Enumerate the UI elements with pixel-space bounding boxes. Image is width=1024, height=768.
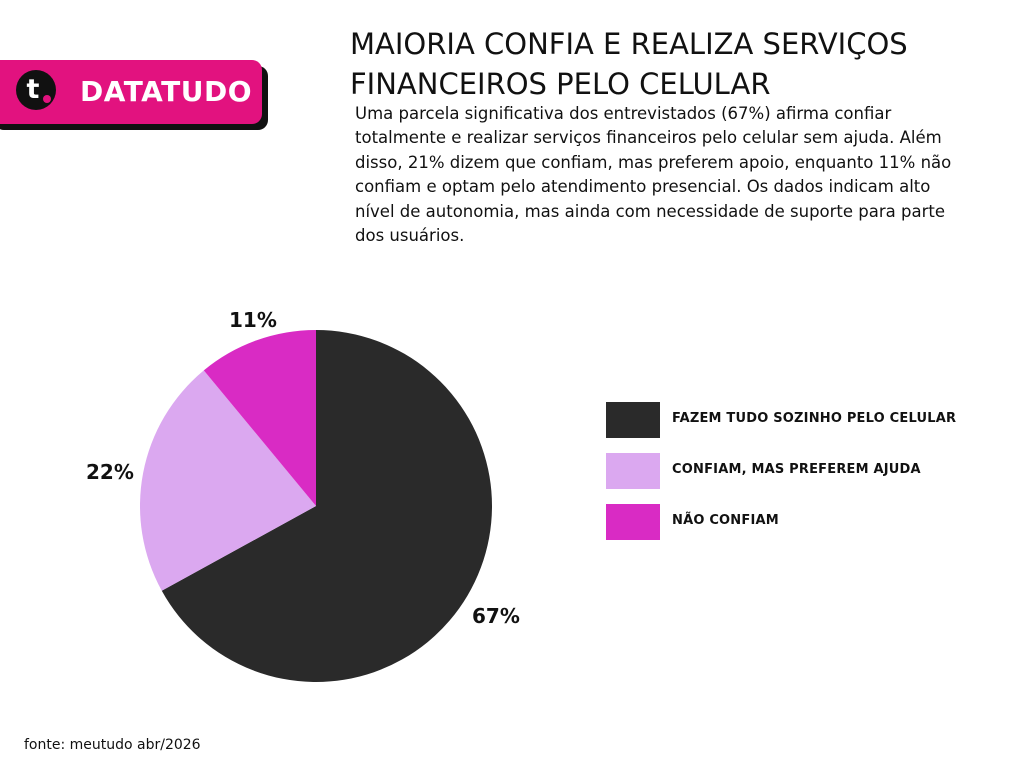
legend-label-0: FAZEM TUDO SOZINHO PELO CELULAR <box>672 411 957 426</box>
brand-logo-dot <box>43 95 51 103</box>
pie-slice-1 <box>139 370 316 591</box>
slice-label-2: 11% <box>229 308 277 332</box>
brand-logo-icon: t <box>16 70 56 110</box>
slice-label-1: 22% <box>86 460 134 484</box>
legend-swatch-0 <box>606 402 660 438</box>
brand-logo-letter: t <box>26 74 40 105</box>
brand-name: DATATUDO <box>80 75 253 108</box>
legend-swatch-2 <box>606 504 660 540</box>
legend-item-0: FAZEM TUDO SOZINHO PELO CELULAR <box>606 402 966 438</box>
legend-item-2: NÃO CONFIAM <box>606 504 966 540</box>
slice-label-0: 67% <box>472 604 520 628</box>
pie-slice-0 <box>161 330 492 682</box>
legend-label-2: NÃO CONFIAM <box>672 513 779 528</box>
legend-label-1: CONFIAM, MAS PREFEREM AJUDA <box>672 462 921 477</box>
legend-item-1: CONFIAM, MAS PREFEREM AJUDA <box>606 453 966 489</box>
chart-subtitle: Uma parcela significativa dos entrevista… <box>355 104 952 246</box>
brand-badge: t DATATUDO <box>0 60 262 124</box>
source-note: fonte: meutudo abr/2026 <box>24 737 201 753</box>
legend-swatch-1 <box>606 453 660 489</box>
pie-slice-2 <box>203 330 316 506</box>
chart-title: MAIORIA CONFIA E REALIZA SERVIÇOS FINANC… <box>350 27 908 101</box>
